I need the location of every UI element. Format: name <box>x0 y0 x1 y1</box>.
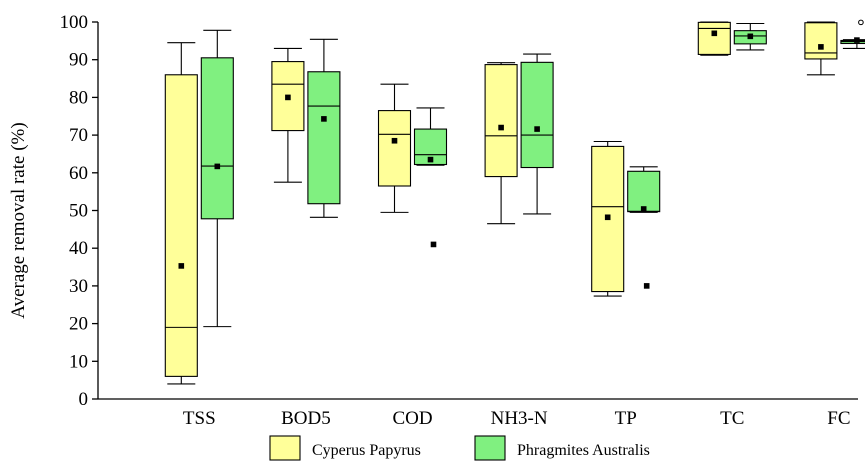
box-fc-phragmites <box>840 19 865 49</box>
box-tss-cyperus <box>164 42 198 385</box>
y-tick-label: 70 <box>69 125 88 146</box>
legend-swatch <box>269 435 301 461</box>
box-tp-cyperus <box>591 140 625 297</box>
y-tick-label: 20 <box>69 314 88 335</box>
category-label: NH3-N <box>491 408 548 429</box>
y-axis-title: Average removal rate (%) <box>8 122 29 318</box>
y-tick-label: 10 <box>69 351 88 372</box>
box-nh3-n-phragmites <box>520 53 554 215</box>
box-tc-phragmites <box>733 22 767 51</box>
iqr-box <box>200 57 234 220</box>
mean-marker <box>391 137 398 144</box>
category-labels: TSS BOD5 COD NH3-N TP TC FC <box>183 408 851 429</box>
iqr-box <box>520 61 554 169</box>
y-tick-label: 40 <box>69 238 88 259</box>
legend-swatch <box>474 435 506 461</box>
box-tss-phragmites <box>200 29 234 328</box>
box-tp-phragmites <box>627 166 661 289</box>
iqr-box <box>697 21 731 55</box>
mean-marker <box>534 126 540 132</box>
mean-marker <box>747 33 754 40</box>
y-tick-label: 50 <box>69 201 88 222</box>
iqr-box <box>804 22 838 60</box>
legend-label: Phragmites Australis <box>517 442 650 459</box>
box-bod5-phragmites <box>307 38 341 218</box>
outlier-marker <box>643 283 650 289</box>
category-label: TP <box>615 408 637 429</box>
mean-marker <box>711 30 718 37</box>
iqr-box <box>164 74 198 377</box>
outlier-marker <box>858 19 864 26</box>
category-label: TSS <box>183 408 216 429</box>
y-tick-label: 60 <box>69 163 88 184</box>
box-nh3-n-cyperus <box>484 62 518 225</box>
box-cod-cyperus <box>377 83 412 213</box>
mean-marker <box>818 44 824 50</box>
box-tc-cyperus <box>697 21 731 56</box>
y-tick-label: 30 <box>69 276 88 297</box>
mean-marker <box>854 37 860 43</box>
category-label: BOD5 <box>281 408 331 429</box>
iqr-box <box>377 110 412 187</box>
mean-marker <box>214 163 221 170</box>
iqr-box <box>484 64 518 178</box>
legend-label: Cyperus Papyrus <box>312 442 421 459</box>
box-bod5-cyperus <box>271 47 305 183</box>
y-tick-label: 90 <box>69 50 88 71</box>
category-label: TC <box>720 408 744 429</box>
category-label: FC <box>827 408 850 429</box>
y-tick-label: 100 <box>60 12 89 33</box>
category-label: COD <box>392 408 432 429</box>
box-fc-cyperus <box>804 21 838 76</box>
boxes-layer <box>164 19 865 385</box>
y-tick-label: 80 <box>69 87 88 108</box>
y-axis-ticks: 0 10 20 30 40 50 60 70 80 90 100 <box>60 12 98 410</box>
mean-marker <box>640 206 647 212</box>
mean-marker <box>321 116 327 122</box>
legend-item-phragmites: Phragmites Australis <box>474 435 650 461</box>
mean-marker <box>604 214 611 221</box>
mean-marker <box>178 263 185 269</box>
legend: Cyperus Papyrus Phragmites Australis <box>269 435 650 461</box>
mean-marker <box>498 124 504 131</box>
outlier-marker <box>430 241 437 248</box>
iqr-box <box>627 170 661 213</box>
legend-item-cyperus: Cyperus Papyrus <box>269 435 421 461</box>
mean-marker <box>285 94 291 101</box>
iqr-box <box>307 71 341 205</box>
y-tick-label: 0 <box>79 389 89 410</box>
mean-marker <box>427 156 434 163</box>
box-cod-phragmites <box>413 107 448 248</box>
